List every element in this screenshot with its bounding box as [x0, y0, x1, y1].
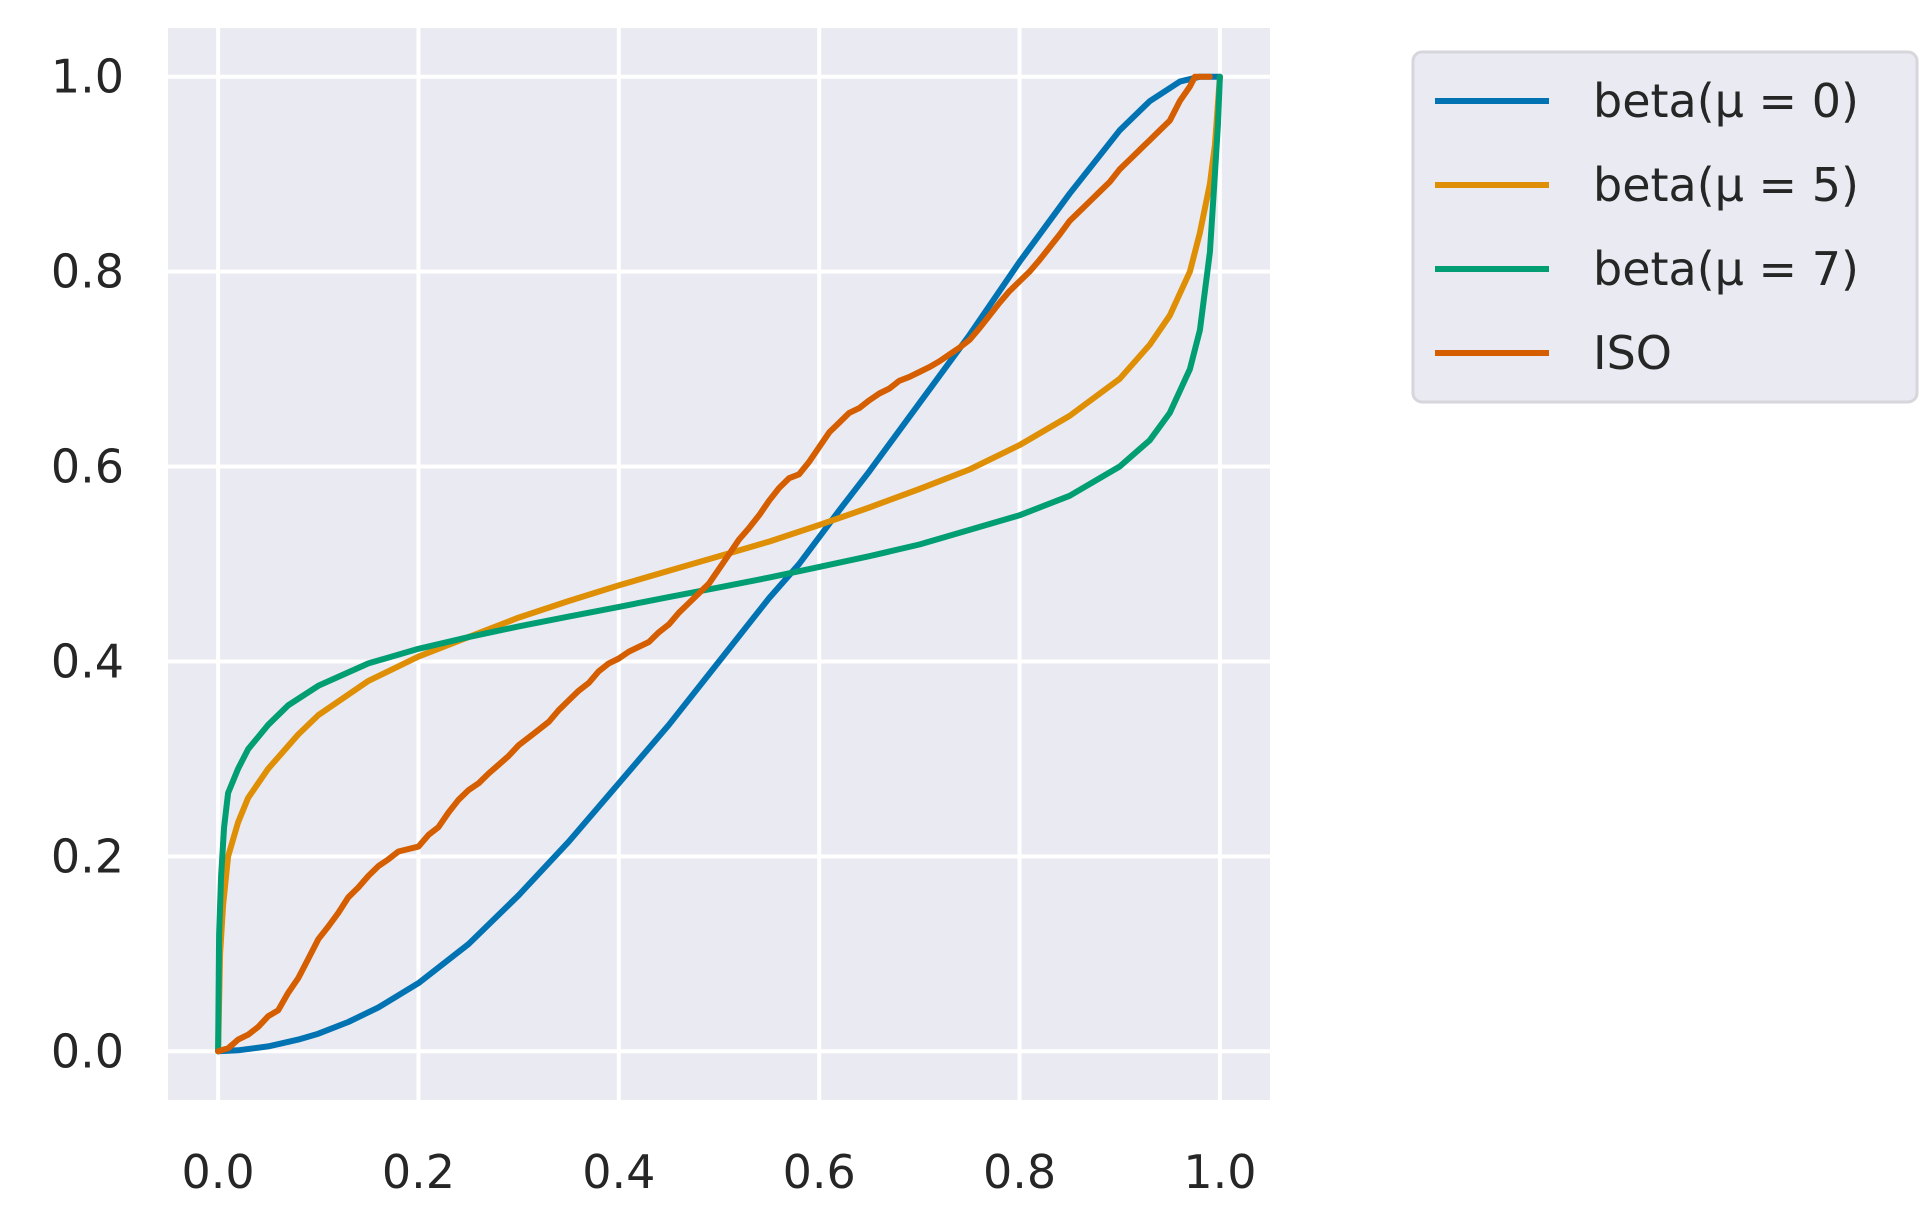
series-line-beta-0 [215, 73, 1223, 1055]
grid [168, 28, 1270, 1100]
y-tick-label: 0.0 [51, 1024, 124, 1078]
series-line-beta-1 [215, 73, 1223, 1055]
y-tick-labels: 0.0 0.2 0.4 0.6 0.8 1.0 [51, 50, 124, 1079]
x-tick-label: 0.4 [582, 1145, 655, 1199]
legend: beta(μ = 0) beta(μ = 5) beta(μ = 7) ISO [1411, 50, 1919, 404]
x-tick-label: 0.0 [182, 1145, 255, 1199]
legend-label: beta(μ = 7) [1593, 242, 1859, 296]
x-tick-label: 0.2 [382, 1145, 455, 1199]
series-line-iso [215, 73, 1213, 1055]
series-layer [215, 73, 1223, 1055]
y-tick-label: 0.2 [51, 829, 124, 883]
legend-label: beta(μ = 5) [1593, 158, 1859, 212]
y-tick-label: 0.6 [51, 440, 124, 494]
x-tick-labels: 0.0 0.2 0.4 0.6 0.8 1.0 [182, 1145, 1257, 1199]
legend-label: beta(μ = 0) [1593, 74, 1859, 128]
x-tick-label: 0.6 [783, 1145, 856, 1199]
x-tick-label: 1.0 [1183, 1145, 1256, 1199]
legend-label: ISO [1593, 326, 1672, 380]
y-tick-label: 1.0 [51, 50, 124, 104]
y-tick-label: 0.8 [51, 245, 124, 299]
legend-box [1411, 50, 1919, 404]
y-tick-label: 0.4 [51, 634, 124, 688]
series-line-beta-2 [215, 73, 1223, 1055]
x-tick-label: 0.8 [983, 1145, 1056, 1199]
